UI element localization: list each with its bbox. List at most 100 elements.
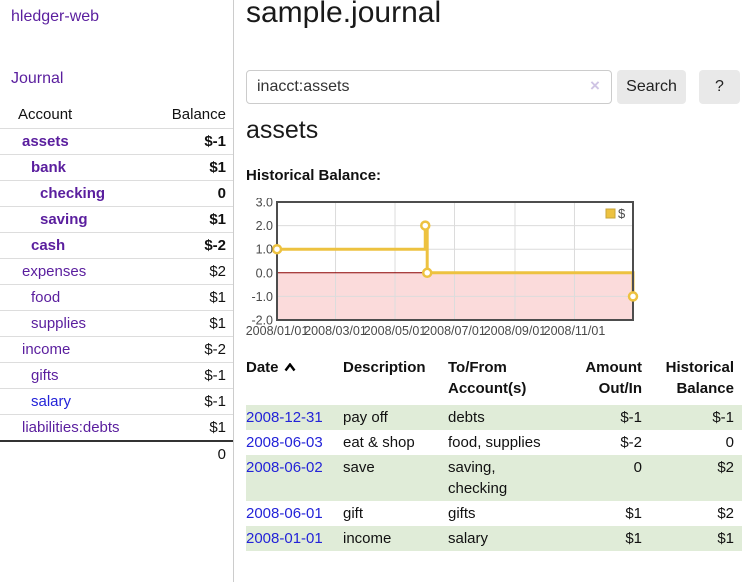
accounts-total-value: 0 bbox=[154, 440, 233, 467]
search-bar: × Search ? bbox=[246, 70, 742, 104]
transaction-row: 2008-06-02 save saving, checking 0 $2 bbox=[246, 455, 742, 501]
historical-balance-chart: $3.0 2.0 1.0 0.0 -1.0 -2.0 2008/01/01 2008/03/0… bbox=[246, 196, 646, 342]
transaction-date-link[interactable]: 2008-06-03 bbox=[246, 434, 323, 451]
transaction-row: 2008-06-01 gift gifts $1 $2 bbox=[246, 501, 742, 526]
transaction-row: 2008-12-31 pay off debts $-1 $-1 bbox=[246, 405, 742, 430]
x-tick-label: 2008/09/01 bbox=[484, 324, 547, 338]
search-button[interactable]: Search bbox=[617, 70, 686, 104]
register-header-date[interactable]: Date bbox=[246, 355, 343, 405]
accounts-total-row: 0 bbox=[0, 440, 233, 467]
account-link[interactable]: salary bbox=[31, 393, 72, 410]
account-link[interactable]: saving bbox=[40, 211, 88, 228]
sidebar: hledger-web Journal Account Balance asse… bbox=[0, 0, 234, 582]
transaction-row: 2008-01-01 income salary $1 $1 bbox=[246, 526, 742, 551]
sidebar-item-journal[interactable]: Journal bbox=[11, 70, 64, 87]
chart-point bbox=[271, 243, 283, 255]
account-balance: $-1 bbox=[154, 362, 233, 389]
transaction-description: eat & shop bbox=[343, 434, 415, 451]
account-link[interactable]: bank bbox=[31, 159, 67, 176]
transaction-row: 2008-06-03 eat & shop food, supplies $-2 0 bbox=[246, 430, 742, 455]
y-tick-label: 2.0 bbox=[256, 219, 273, 233]
clear-search-icon[interactable]: × bbox=[590, 76, 600, 95]
transaction-balance: $2 bbox=[717, 505, 734, 522]
account-link[interactable]: checking bbox=[40, 185, 106, 202]
transaction-accounts: salary bbox=[448, 530, 489, 547]
account-row: assets $-1 bbox=[0, 128, 233, 155]
page-title: sample.journal bbox=[246, 0, 442, 29]
transaction-accounts: gifts bbox=[448, 505, 476, 522]
account-link[interactable]: gifts bbox=[31, 367, 59, 384]
account-row: bank $1 bbox=[0, 154, 233, 181]
transaction-amount: $-2 bbox=[620, 434, 642, 451]
transaction-date-link[interactable]: 2008-12-31 bbox=[246, 409, 323, 426]
account-link[interactable]: income bbox=[22, 341, 71, 358]
account-balance: $1 bbox=[154, 284, 233, 311]
account-link[interactable]: food bbox=[31, 289, 61, 306]
x-tick-label: 2008/03/01 bbox=[304, 324, 367, 338]
transaction-accounts: saving, checking bbox=[448, 459, 508, 497]
chart-point bbox=[421, 267, 433, 279]
register-header-amount: Amount Out/In bbox=[585, 359, 642, 397]
legend-swatch bbox=[605, 208, 616, 219]
transaction-accounts: food, supplies bbox=[448, 434, 541, 451]
account-row: checking 0 bbox=[0, 180, 233, 207]
accounts-header-account: Account bbox=[18, 106, 73, 123]
account-balance: $2 bbox=[154, 258, 233, 285]
transaction-balance: $2 bbox=[717, 459, 734, 476]
main-content: sample.journal × Search ? assets Histori… bbox=[246, 0, 742, 582]
account-balance: $-1 bbox=[154, 388, 233, 415]
transaction-accounts: debts bbox=[448, 409, 485, 426]
account-balance: $1 bbox=[154, 310, 233, 337]
app-title-link[interactable]: hledger-web bbox=[11, 8, 100, 25]
transaction-description: gift bbox=[343, 505, 364, 522]
account-heading: assets bbox=[246, 116, 319, 144]
register-header-accounts: To/From Account(s) bbox=[448, 359, 527, 397]
search-input[interactable] bbox=[246, 70, 612, 104]
account-link[interactable]: assets bbox=[22, 133, 69, 150]
transaction-date-link[interactable]: 2008-06-02 bbox=[246, 459, 323, 476]
y-tick-label: -1.0 bbox=[251, 290, 273, 304]
chart-point bbox=[420, 220, 431, 231]
transaction-description: pay off bbox=[343, 409, 388, 426]
account-row: cash $-2 bbox=[0, 232, 233, 259]
account-balance: $1 bbox=[154, 206, 233, 233]
account-balance: 0 bbox=[154, 180, 233, 207]
transaction-date-link[interactable]: 2008-06-01 bbox=[246, 505, 323, 522]
account-balance: $-1 bbox=[154, 128, 233, 155]
transaction-description: save bbox=[343, 459, 375, 476]
account-row: salary $-1 bbox=[0, 388, 233, 415]
register-header-description: Description bbox=[343, 359, 426, 376]
transaction-amount: $-1 bbox=[620, 409, 642, 426]
sort-ascending-icon bbox=[284, 357, 296, 378]
transaction-balance: $-1 bbox=[712, 409, 734, 426]
transaction-amount: 0 bbox=[633, 459, 642, 476]
x-tick-label: 2008/11/01 bbox=[544, 324, 606, 338]
account-row: saving $1 bbox=[0, 206, 233, 233]
register-table: Date Description To/From Account(s) Amou… bbox=[246, 355, 742, 551]
transaction-amount: $1 bbox=[625, 505, 642, 522]
accounts-body: assets $-1 bank $1 checking 0 saving $1 cash $-2 e… bbox=[0, 128, 233, 441]
account-balance: $-2 bbox=[154, 232, 233, 259]
transaction-date-link[interactable]: 2008-01-01 bbox=[246, 530, 323, 547]
accounts-table: Account Balance assets $-1 bank $1 checking 0… bbox=[0, 103, 233, 467]
account-link[interactable]: supplies bbox=[31, 315, 87, 332]
transaction-balance: 0 bbox=[725, 434, 734, 451]
accounts-header-balance: Balance bbox=[171, 106, 226, 123]
account-row: expenses $2 bbox=[0, 258, 233, 285]
account-link[interactable]: liabilities:debts bbox=[22, 419, 120, 436]
register-header-balance: Historical Balance bbox=[665, 359, 734, 397]
account-balance: $-2 bbox=[154, 336, 233, 363]
y-tick-label: -2.0 bbox=[251, 314, 273, 328]
account-balance: $1 bbox=[154, 154, 233, 181]
account-row: food $1 bbox=[0, 284, 233, 311]
x-tick-label: 2008/01/01 bbox=[246, 324, 308, 338]
transaction-balance: $1 bbox=[717, 530, 734, 547]
account-link[interactable]: cash bbox=[31, 237, 66, 254]
account-row: gifts $-1 bbox=[0, 362, 233, 389]
x-tick-label: 2008/07/01 bbox=[423, 324, 486, 338]
y-tick-label: 0.0 bbox=[256, 266, 273, 280]
help-button[interactable]: ? bbox=[699, 70, 740, 104]
account-link[interactable]: expenses bbox=[22, 263, 87, 280]
legend-label: $ bbox=[618, 206, 626, 221]
account-row: liabilities:debts $1 bbox=[0, 414, 233, 441]
